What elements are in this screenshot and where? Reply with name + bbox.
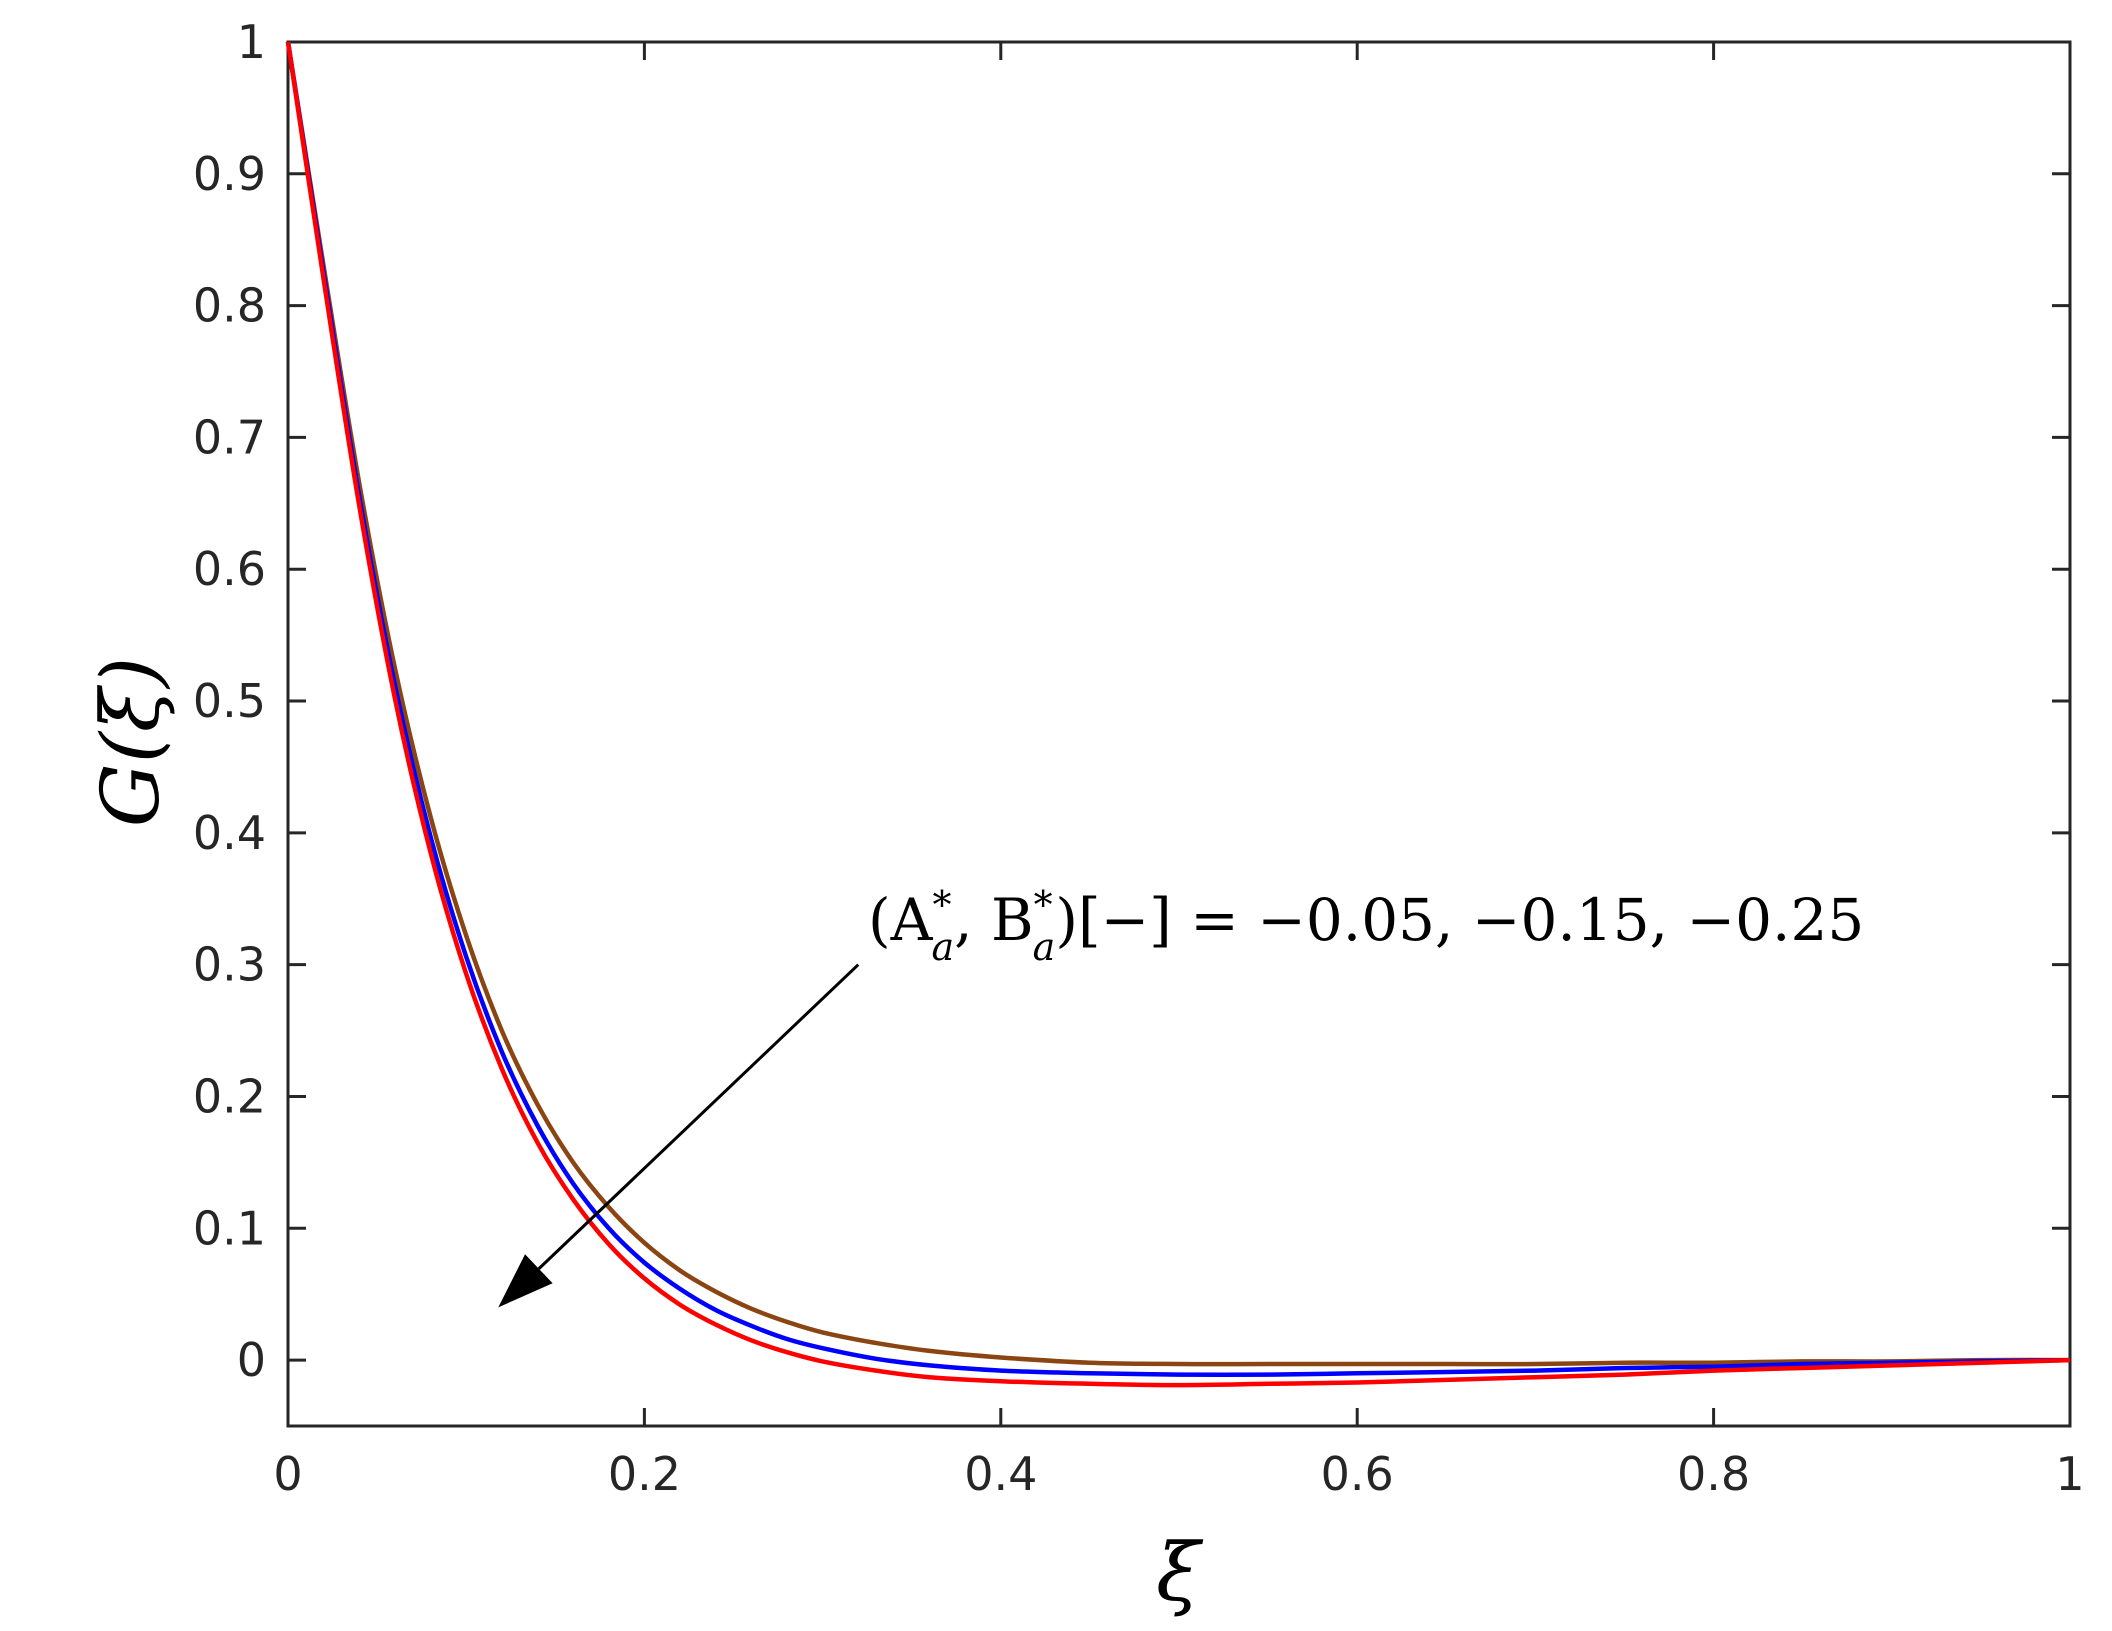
annotation: (A* a, B* a)[−] = −0.05, −0.15, −0.25 (498, 883, 1864, 1308)
x-tick-label: 0 (273, 1447, 302, 1501)
x-axis-label: ξ (1156, 1526, 1204, 1619)
y-tick-label: 1 (237, 15, 266, 69)
y-tick-label: 0.4 (193, 806, 266, 860)
x-tick-label: 1 (2055, 1447, 2084, 1501)
y-tick-label: 0.6 (193, 542, 266, 596)
x-tick-label: 0.6 (1321, 1447, 1394, 1501)
series-line-2 (285, 41, 2071, 1377)
annotation-arrow-shaft (537, 963, 860, 1270)
y-tick-label: 0.5 (193, 674, 266, 728)
y-tick-label: 0.7 (193, 410, 266, 464)
y-tick-label: 0.2 (193, 1069, 266, 1123)
plot-border (286, 40, 2072, 1428)
annotation-rhs: )[−] = −0.05, −0.15, −0.25 (1055, 886, 1864, 954)
x-tick-label: 0.8 (1677, 1447, 1750, 1501)
x-tick-label: 0.2 (608, 1447, 681, 1501)
y-tick-label: 0 (237, 1333, 266, 1387)
annotation-lhs: (A (868, 886, 934, 954)
plot-frame (286, 40, 2072, 1428)
y-tick-label: 0.9 (193, 147, 266, 201)
series-line-3 (285, 41, 2071, 1388)
annotation-label: (A* a, B* a)[−] = −0.05, −0.15, −0.25 (868, 883, 1864, 969)
x-tick-label: 0.4 (964, 1447, 1037, 1501)
series-line-1 (285, 41, 2071, 1367)
annotation-mid: , B (954, 886, 1034, 954)
tick-labels: 0 0.2 0.4 0.6 0.8 1 0 0.1 0.2 0.3 0.4 0.5 0.6 0.7 0.8 0… (193, 15, 2085, 1501)
y-axis-label: G(ξ) (84, 657, 177, 827)
annotation-sub-a-b: a (1033, 925, 1056, 969)
annotation-sup-star-b: * (1034, 883, 1053, 927)
annotation-sup-star-a: * (933, 883, 952, 927)
y-tick-label: 0.8 (193, 279, 266, 333)
y-tick-label: 0.1 (193, 1201, 266, 1255)
series-lines (285, 41, 2071, 1388)
annotation-sub-a-a: a (932, 925, 955, 969)
annotation-arrow-head (498, 1254, 553, 1308)
y-tick-label: 0.3 (193, 938, 266, 992)
